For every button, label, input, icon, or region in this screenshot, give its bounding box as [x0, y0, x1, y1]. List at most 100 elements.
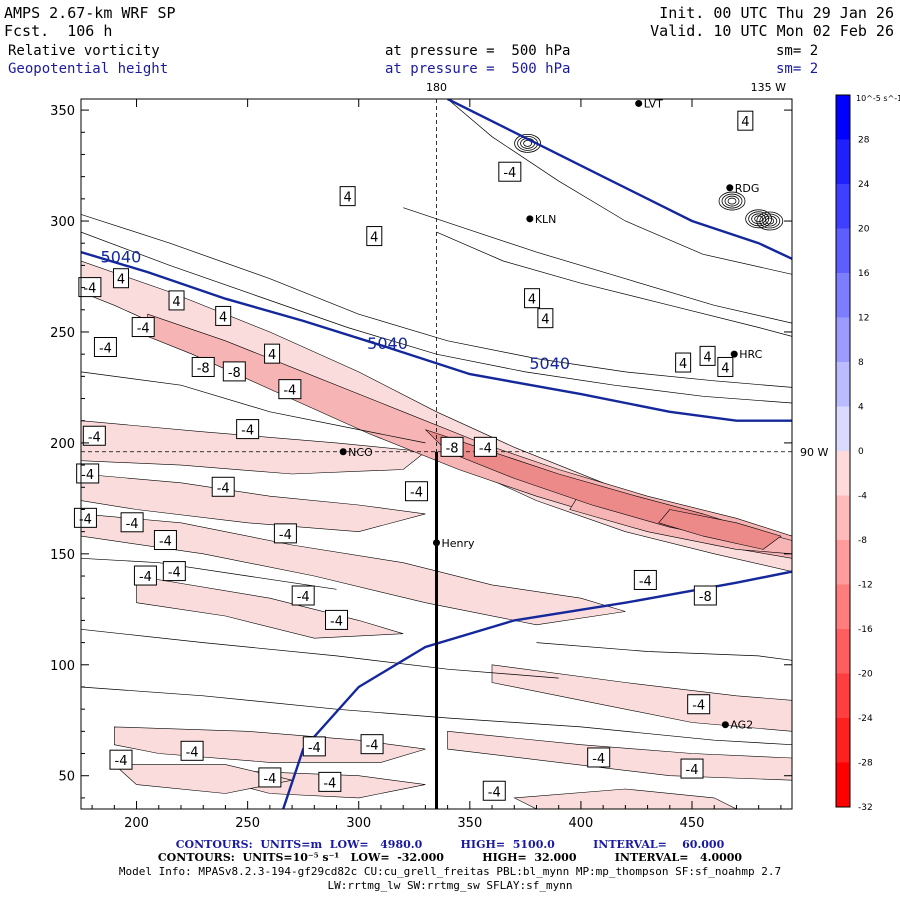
contour-label-box [120, 512, 144, 533]
contour-label-box [180, 740, 204, 761]
colorbar-swatch-4 [836, 273, 850, 318]
height-contour-0 [81, 250, 792, 422]
contour-label-38: -4 [180, 740, 204, 761]
colorbar-swatch-7 [836, 406, 850, 451]
contour-label-text: -4 [186, 745, 199, 760]
contour-label-box [264, 343, 281, 364]
contour-label-19: -4 [236, 419, 260, 440]
contour-label-text: 4 [741, 115, 749, 130]
vort-blob-1-2 [721, 193, 743, 209]
contour-label-33: -4 [325, 609, 349, 630]
contour-label-11: 4 [675, 352, 692, 373]
vorticity-contour-info: CONTOURS: UNITS=10⁻⁵ s⁻¹ LOW= -32.000 HI… [157, 851, 743, 864]
vort-contour-5 [81, 371, 426, 444]
contour-label-28: -4 [153, 530, 177, 551]
colorbar-tick-label: 24 [858, 180, 870, 190]
x-tick-label: 350 [457, 816, 482, 831]
contour-label-text: -4 [126, 517, 139, 532]
contour-label-text: 4 [679, 357, 687, 372]
field1-name: Relative vorticity [8, 43, 160, 59]
contour-label-text: -4 [81, 468, 94, 483]
contour-label-21: -8 [440, 436, 464, 457]
contour-label-box [131, 317, 155, 338]
contour-label-0: 4 [737, 110, 754, 131]
contour-label-text: -4 [263, 772, 276, 787]
axes: 200 250 300 350 400 450 50 100 150 200 250 300 350 [50, 99, 792, 831]
contour-label-text: -4 [168, 566, 181, 581]
fill-band-light-9 [513, 788, 737, 809]
contour-label-5: 4 [168, 290, 185, 311]
contour-label-text: -8 [446, 441, 459, 456]
contour-label-2: 4 [339, 186, 356, 207]
fcst-label: Fcst. [4, 22, 50, 40]
model-physics: LW:rrtmg_lw SW:rrtmg_sw SFLAY:sf_mynn [327, 879, 573, 892]
model-info: Model Info: MPASv8.2.3-194-gf29cd82c CU:… [118, 865, 782, 878]
vort-blob-2-1 [751, 213, 767, 225]
contour-label-4: 4 [112, 268, 129, 289]
valid-label: Valid. [650, 22, 705, 40]
colorbar-tick-label: -20 [858, 670, 873, 680]
contour-label-box [191, 356, 215, 377]
colorbar-tick-label: 12 [858, 314, 869, 324]
contour-label-text: -4 [488, 785, 501, 800]
contour-label-box [737, 110, 754, 131]
contour-label-box [153, 530, 177, 551]
y-tick-label: 200 [50, 437, 75, 452]
meridian-label-90w: 90 W [800, 446, 828, 459]
station-name: Henry [442, 537, 476, 550]
fill-band-dark-1 [658, 509, 782, 550]
colorbar-swatch-3 [836, 228, 850, 273]
contour-label-text: -4 [241, 424, 254, 439]
contour-label-10: 4 [717, 356, 734, 377]
contour-label-34: -4 [633, 569, 657, 590]
station-name: NCO [348, 446, 373, 459]
colorbar-frame [835, 94, 851, 808]
model-title: AMPS 2.67-km WRF SP [4, 4, 176, 22]
station-dot [635, 99, 643, 107]
contour-label-text: -8 [228, 366, 241, 381]
contour-label-text: 4 [117, 273, 125, 288]
contour-label-text: 4 [703, 350, 711, 365]
contour-label-20: -4 [82, 425, 106, 446]
contour-label-16: -8 [191, 356, 215, 377]
colorbar-swatch-11 [836, 584, 850, 629]
vort-contour-0 [81, 214, 792, 388]
contour-label-text: -4 [366, 739, 379, 754]
contour-label-box [162, 561, 186, 582]
contour-label-text: 4 [268, 348, 276, 363]
y-tick-label: 50 [58, 770, 75, 785]
height-contour-label-0: 5040 [101, 248, 142, 267]
contour-label-box [339, 186, 356, 207]
station-hrc: HRC [730, 348, 763, 361]
colorbar-tick-label: 8 [858, 358, 864, 368]
contour-label-box [291, 585, 315, 606]
contour-label-box [482, 780, 506, 801]
field2-name: Geopotential height [8, 61, 169, 77]
colorbar-swatch-2 [836, 184, 850, 229]
contour-label-box [587, 747, 611, 768]
contour-label-12: -4 [78, 277, 102, 298]
meridian-lines [81, 99, 792, 809]
contour-label-box [215, 305, 232, 326]
contour-label-24: -4 [211, 476, 235, 497]
contour-label-box [717, 356, 734, 377]
contour-label-text: -4 [323, 776, 336, 791]
colorbar-swatch-1 [836, 139, 850, 184]
contour-label-box [76, 463, 100, 484]
contour-label-31: -4 [162, 561, 186, 582]
colorbar-swatch-12 [836, 629, 850, 674]
colorbar-swatch-9 [836, 495, 850, 540]
vort-blob-3-3 [756, 211, 784, 231]
contour-label-9: 4 [699, 345, 716, 366]
contour-label-text: -8 [197, 361, 210, 376]
colorbar-tick-label: -24 [858, 714, 873, 724]
height-contour-1 [447, 99, 792, 260]
contour-label-text: -4 [592, 752, 605, 767]
valid-time: Valid. 10 UTC Mon 02 Feb 26 [650, 22, 894, 40]
contour-label-text: -4 [83, 282, 96, 297]
vort-blob-2-3 [745, 209, 773, 229]
contour-label-box [687, 694, 711, 715]
colorbar-unit: 10^-5 s^-1 [856, 94, 900, 103]
field2-smoothing: sm= 2 [776, 61, 819, 77]
